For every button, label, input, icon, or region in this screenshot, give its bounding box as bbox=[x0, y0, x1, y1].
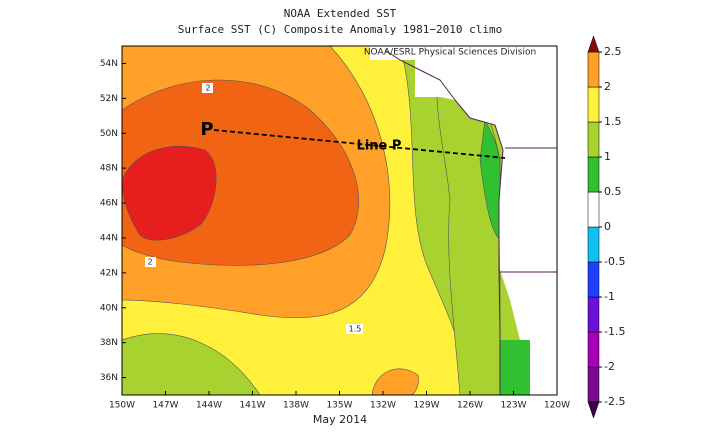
y-tick-label: 44N bbox=[100, 233, 118, 243]
x-tick-label: 135W bbox=[326, 401, 352, 411]
colorbar-band bbox=[587, 121, 600, 158]
subtitle: Surface SST (C) Composite Anomaly 1981−2… bbox=[178, 23, 503, 36]
title: NOAA Extended SST bbox=[284, 7, 397, 20]
colorbar-band bbox=[587, 226, 600, 263]
colorbar-band bbox=[587, 191, 600, 228]
colorbar-band bbox=[587, 156, 600, 193]
land bbox=[370, 46, 557, 395]
contour-label: 2 bbox=[205, 84, 210, 93]
line-label: Line P bbox=[357, 139, 402, 154]
y-tick-label: 54N bbox=[100, 59, 118, 69]
x-tick-label: 123W bbox=[500, 401, 526, 411]
line-p bbox=[213, 129, 506, 159]
coastline bbox=[384, 49, 504, 395]
y-tick-label: 46N bbox=[100, 199, 118, 209]
x-tick-label: 150W bbox=[109, 401, 135, 411]
colorbar-tick-label: -2.5 bbox=[604, 395, 625, 408]
colorbar-tick-label: -2 bbox=[604, 360, 615, 373]
colorbar-band bbox=[587, 296, 600, 333]
y-tick-label: 42N bbox=[100, 268, 118, 278]
x-tick-label: 141W bbox=[239, 401, 265, 411]
label-box bbox=[346, 324, 363, 334]
y-tick-label: 36N bbox=[100, 373, 118, 383]
colorbar-tick-label: 0.5 bbox=[604, 185, 622, 198]
station-label: P bbox=[200, 119, 213, 140]
colorbar-band bbox=[587, 366, 600, 403]
sst-field: NOAA/ESRL Physical Sciences Division bbox=[122, 46, 557, 395]
x-tick-label: 138W bbox=[283, 401, 309, 411]
label-box bbox=[202, 83, 213, 93]
y-tick-label: 40N bbox=[100, 303, 118, 313]
x-tick-label: 126W bbox=[457, 401, 483, 411]
x-tick-label: 120W bbox=[544, 401, 570, 411]
x-label: May 2014 bbox=[313, 413, 367, 426]
colorbar-tick-label: -0.5 bbox=[604, 255, 625, 268]
colorbar-tick-label: -1.5 bbox=[604, 325, 625, 338]
x-tick-label: 129W bbox=[413, 401, 439, 411]
colorbar-tick-label: 1.5 bbox=[604, 115, 622, 128]
colorbar-tick-label: 1 bbox=[604, 150, 611, 163]
colorbar-tick-label: -1 bbox=[604, 290, 615, 303]
credit: NOAA/ESRL Physical Sciences Division bbox=[364, 48, 536, 58]
colorbar-band bbox=[587, 261, 600, 298]
y-tick-label: 50N bbox=[100, 129, 118, 139]
contour-3 bbox=[122, 145, 217, 241]
colorbar-band bbox=[587, 331, 600, 368]
contour-05b bbox=[500, 340, 530, 395]
contour-label: 1.5 bbox=[349, 325, 362, 334]
colorbar-tick-label: 0 bbox=[604, 220, 611, 233]
y-tick-label: 52N bbox=[100, 94, 118, 104]
colorbar-extend-low bbox=[587, 401, 600, 419]
contour-2b bbox=[371, 368, 419, 395]
y-tick-label: 38N bbox=[100, 338, 118, 348]
label-box bbox=[145, 257, 156, 267]
colorbar-tick-label: 2.5 bbox=[604, 45, 622, 58]
x-tick-label: 144W bbox=[196, 401, 222, 411]
colorbar-tick-label: 2 bbox=[604, 80, 611, 93]
colorbar-band bbox=[587, 51, 600, 88]
colorbar-band bbox=[587, 86, 600, 123]
x-tick-label: 132W bbox=[370, 401, 396, 411]
x-tick-label: 147W bbox=[152, 401, 178, 411]
colorbar-extend-high bbox=[587, 35, 600, 53]
y-tick-label: 48N bbox=[100, 164, 118, 174]
contour-label: 2 bbox=[147, 258, 152, 267]
